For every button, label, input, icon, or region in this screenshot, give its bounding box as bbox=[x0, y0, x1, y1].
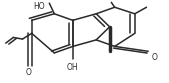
Text: O: O bbox=[152, 53, 158, 62]
Text: O: O bbox=[25, 68, 31, 77]
Text: OH: OH bbox=[67, 63, 79, 72]
Text: HO: HO bbox=[33, 2, 45, 11]
